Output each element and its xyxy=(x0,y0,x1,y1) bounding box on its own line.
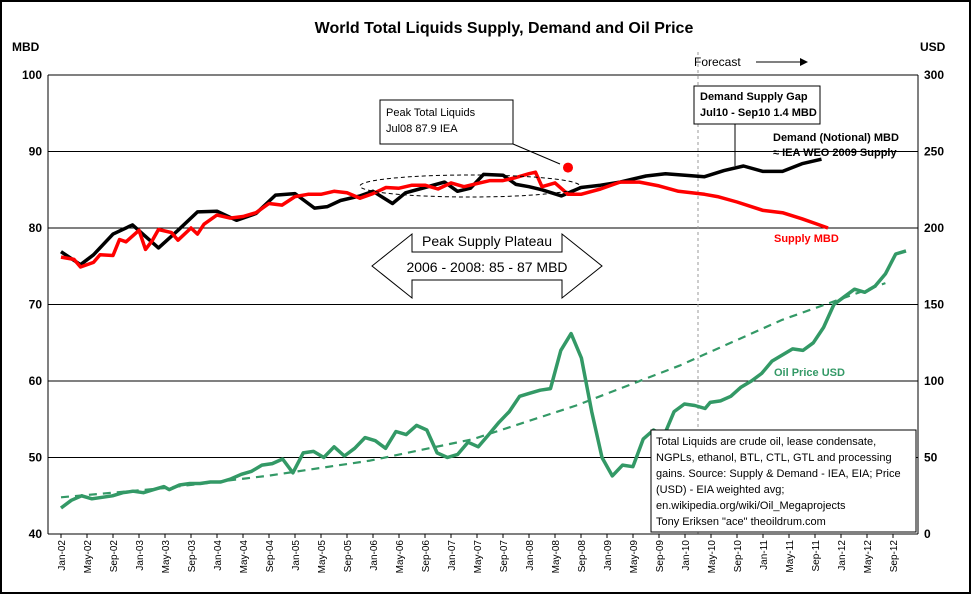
gap-box-text: Jul10 - Sep10 1.4 MBD xyxy=(700,107,817,119)
x-tick-label: Sep-09 xyxy=(655,540,666,573)
y-left-tick-label: 100 xyxy=(22,68,42,82)
x-tick-label: May-07 xyxy=(473,540,484,574)
y-left-tick-label: 80 xyxy=(29,221,43,235)
x-tick-label: Sep-04 xyxy=(265,540,276,573)
gap-box xyxy=(693,85,821,125)
x-tick-label: Sep-02 xyxy=(109,540,120,573)
peak-box-text: Jul08 87.9 IEA xyxy=(386,123,458,135)
peak-box-text: Peak Total Liquids xyxy=(386,107,476,119)
x-tick-label: Jan-11 xyxy=(759,540,770,570)
x-tick-label: May-06 xyxy=(395,540,406,574)
x-tick-label: Sep-10 xyxy=(733,540,744,573)
x-tick-label: Sep-07 xyxy=(499,540,510,573)
x-tick-label: May-03 xyxy=(161,540,172,574)
series-line xyxy=(60,157,822,267)
y-left-ticks: 40 50 60 70 80 90 100 xyxy=(22,68,42,541)
gap-box-text: Demand Supply Gap xyxy=(700,91,808,103)
x-tick-label: Jan-10 xyxy=(681,540,692,571)
x-ticks: Jan-02 May-02 Sep-02 Jan-03 May-03 Sep-03 Jan-… xyxy=(57,534,900,573)
x-tick-label: May-04 xyxy=(239,540,250,574)
chart-title: World Total Liquids Supply, Demand and O… xyxy=(315,20,694,37)
y-right-tick-label: 50 xyxy=(924,451,938,465)
x-tick-label: Sep-08 xyxy=(577,540,588,573)
plateau-ellipse xyxy=(359,174,581,198)
y-left-tick-label: 40 xyxy=(29,527,43,541)
series-line xyxy=(59,249,907,510)
x-tick-label: Jan-03 xyxy=(135,540,146,571)
x-tick-label: May-11 xyxy=(785,540,796,573)
notes-line: Tony Eriksen "ace" theoildrum.com xyxy=(656,516,826,528)
y-right-ticks: 0 50 100 150 200 250 300 xyxy=(924,68,944,541)
x-tick-label: Jan-04 xyxy=(213,540,224,571)
x-tick-label: Sep-12 xyxy=(889,540,900,573)
plateau-title: Peak Supply Plateau xyxy=(422,233,552,249)
x-tick-label: May-12 xyxy=(863,540,874,574)
x-tick-label: Jan-08 xyxy=(525,540,536,571)
notes-line: Total Liquids are crude oil, lease conde… xyxy=(656,436,876,448)
x-tick-label: May-10 xyxy=(707,540,718,574)
annotations: Forecast Peak Total Liquids Jul08 87.9 IEA… xyxy=(359,55,917,533)
y-right-tick-label: 200 xyxy=(924,221,944,235)
axes xyxy=(47,75,919,535)
notes-box xyxy=(650,429,917,533)
x-tick-label: Jan-06 xyxy=(369,540,380,571)
plateau-range: 2006 - 2008: 85 - 87 MBD xyxy=(406,259,567,275)
y-right-tick-label: 150 xyxy=(924,298,944,312)
series-line xyxy=(60,170,829,269)
y-left-tick-label: 50 xyxy=(29,451,43,465)
y-left-tick-label: 60 xyxy=(29,374,43,388)
forecast-arrow-head xyxy=(800,58,808,66)
x-tick-label: Jan-05 xyxy=(291,540,302,571)
x-tick-label: May-08 xyxy=(551,540,562,574)
x-tick-label: May-02 xyxy=(83,540,94,574)
peak-box xyxy=(379,99,514,145)
forecast-label: Forecast xyxy=(694,55,741,69)
y-right-tick-label: 250 xyxy=(924,145,944,159)
plateau-title-bg xyxy=(414,232,560,250)
x-tick-label: Sep-06 xyxy=(421,540,432,573)
notes-line: en.wikipedia.org/wiki/Oil_Megaprojects xyxy=(656,500,846,512)
demand-label: ≈ IEA WEO 2009 Supply xyxy=(773,147,897,159)
series-group xyxy=(59,157,907,510)
x-tick-label: Sep-11 xyxy=(811,540,822,572)
x-tick-label: Sep-03 xyxy=(187,540,198,573)
notes-line: (USD) - EIA weighted avg; xyxy=(656,484,784,496)
plateau-arrow xyxy=(371,232,603,300)
x-tick-label: Jan-02 xyxy=(57,540,68,571)
y-right-axis-title: USD xyxy=(920,40,946,54)
y-left-axis-title: MBD xyxy=(12,40,40,54)
y-left-tick-label: 70 xyxy=(29,298,43,312)
x-tick-label: May-09 xyxy=(629,540,640,574)
peak-leader xyxy=(512,143,561,165)
y-left-tick-label: 90 xyxy=(29,145,43,159)
demand-label: Demand (Notional) MBD xyxy=(773,132,899,144)
price-label: Oil Price USD xyxy=(774,367,845,379)
x-tick-label: Jan-09 xyxy=(603,540,614,571)
x-tick-label: Sep-05 xyxy=(343,540,354,573)
y-right-tick-label: 300 xyxy=(924,68,944,82)
x-tick-label: Jan-12 xyxy=(837,540,848,571)
notes-line: gains. Source: Supply & Demand - IEA, EI… xyxy=(656,468,901,480)
peak-marker xyxy=(563,162,573,173)
x-tick-label: May-05 xyxy=(317,540,328,574)
y-right-tick-label: 0 xyxy=(924,527,931,541)
x-tick-label: Jan-07 xyxy=(447,540,458,571)
y-right-tick-label: 100 xyxy=(924,374,944,388)
notes-line: NGPLs, ethanol, BTL, CTL, GTL and proces… xyxy=(656,452,892,464)
supply-label: Supply MBD xyxy=(774,233,839,245)
